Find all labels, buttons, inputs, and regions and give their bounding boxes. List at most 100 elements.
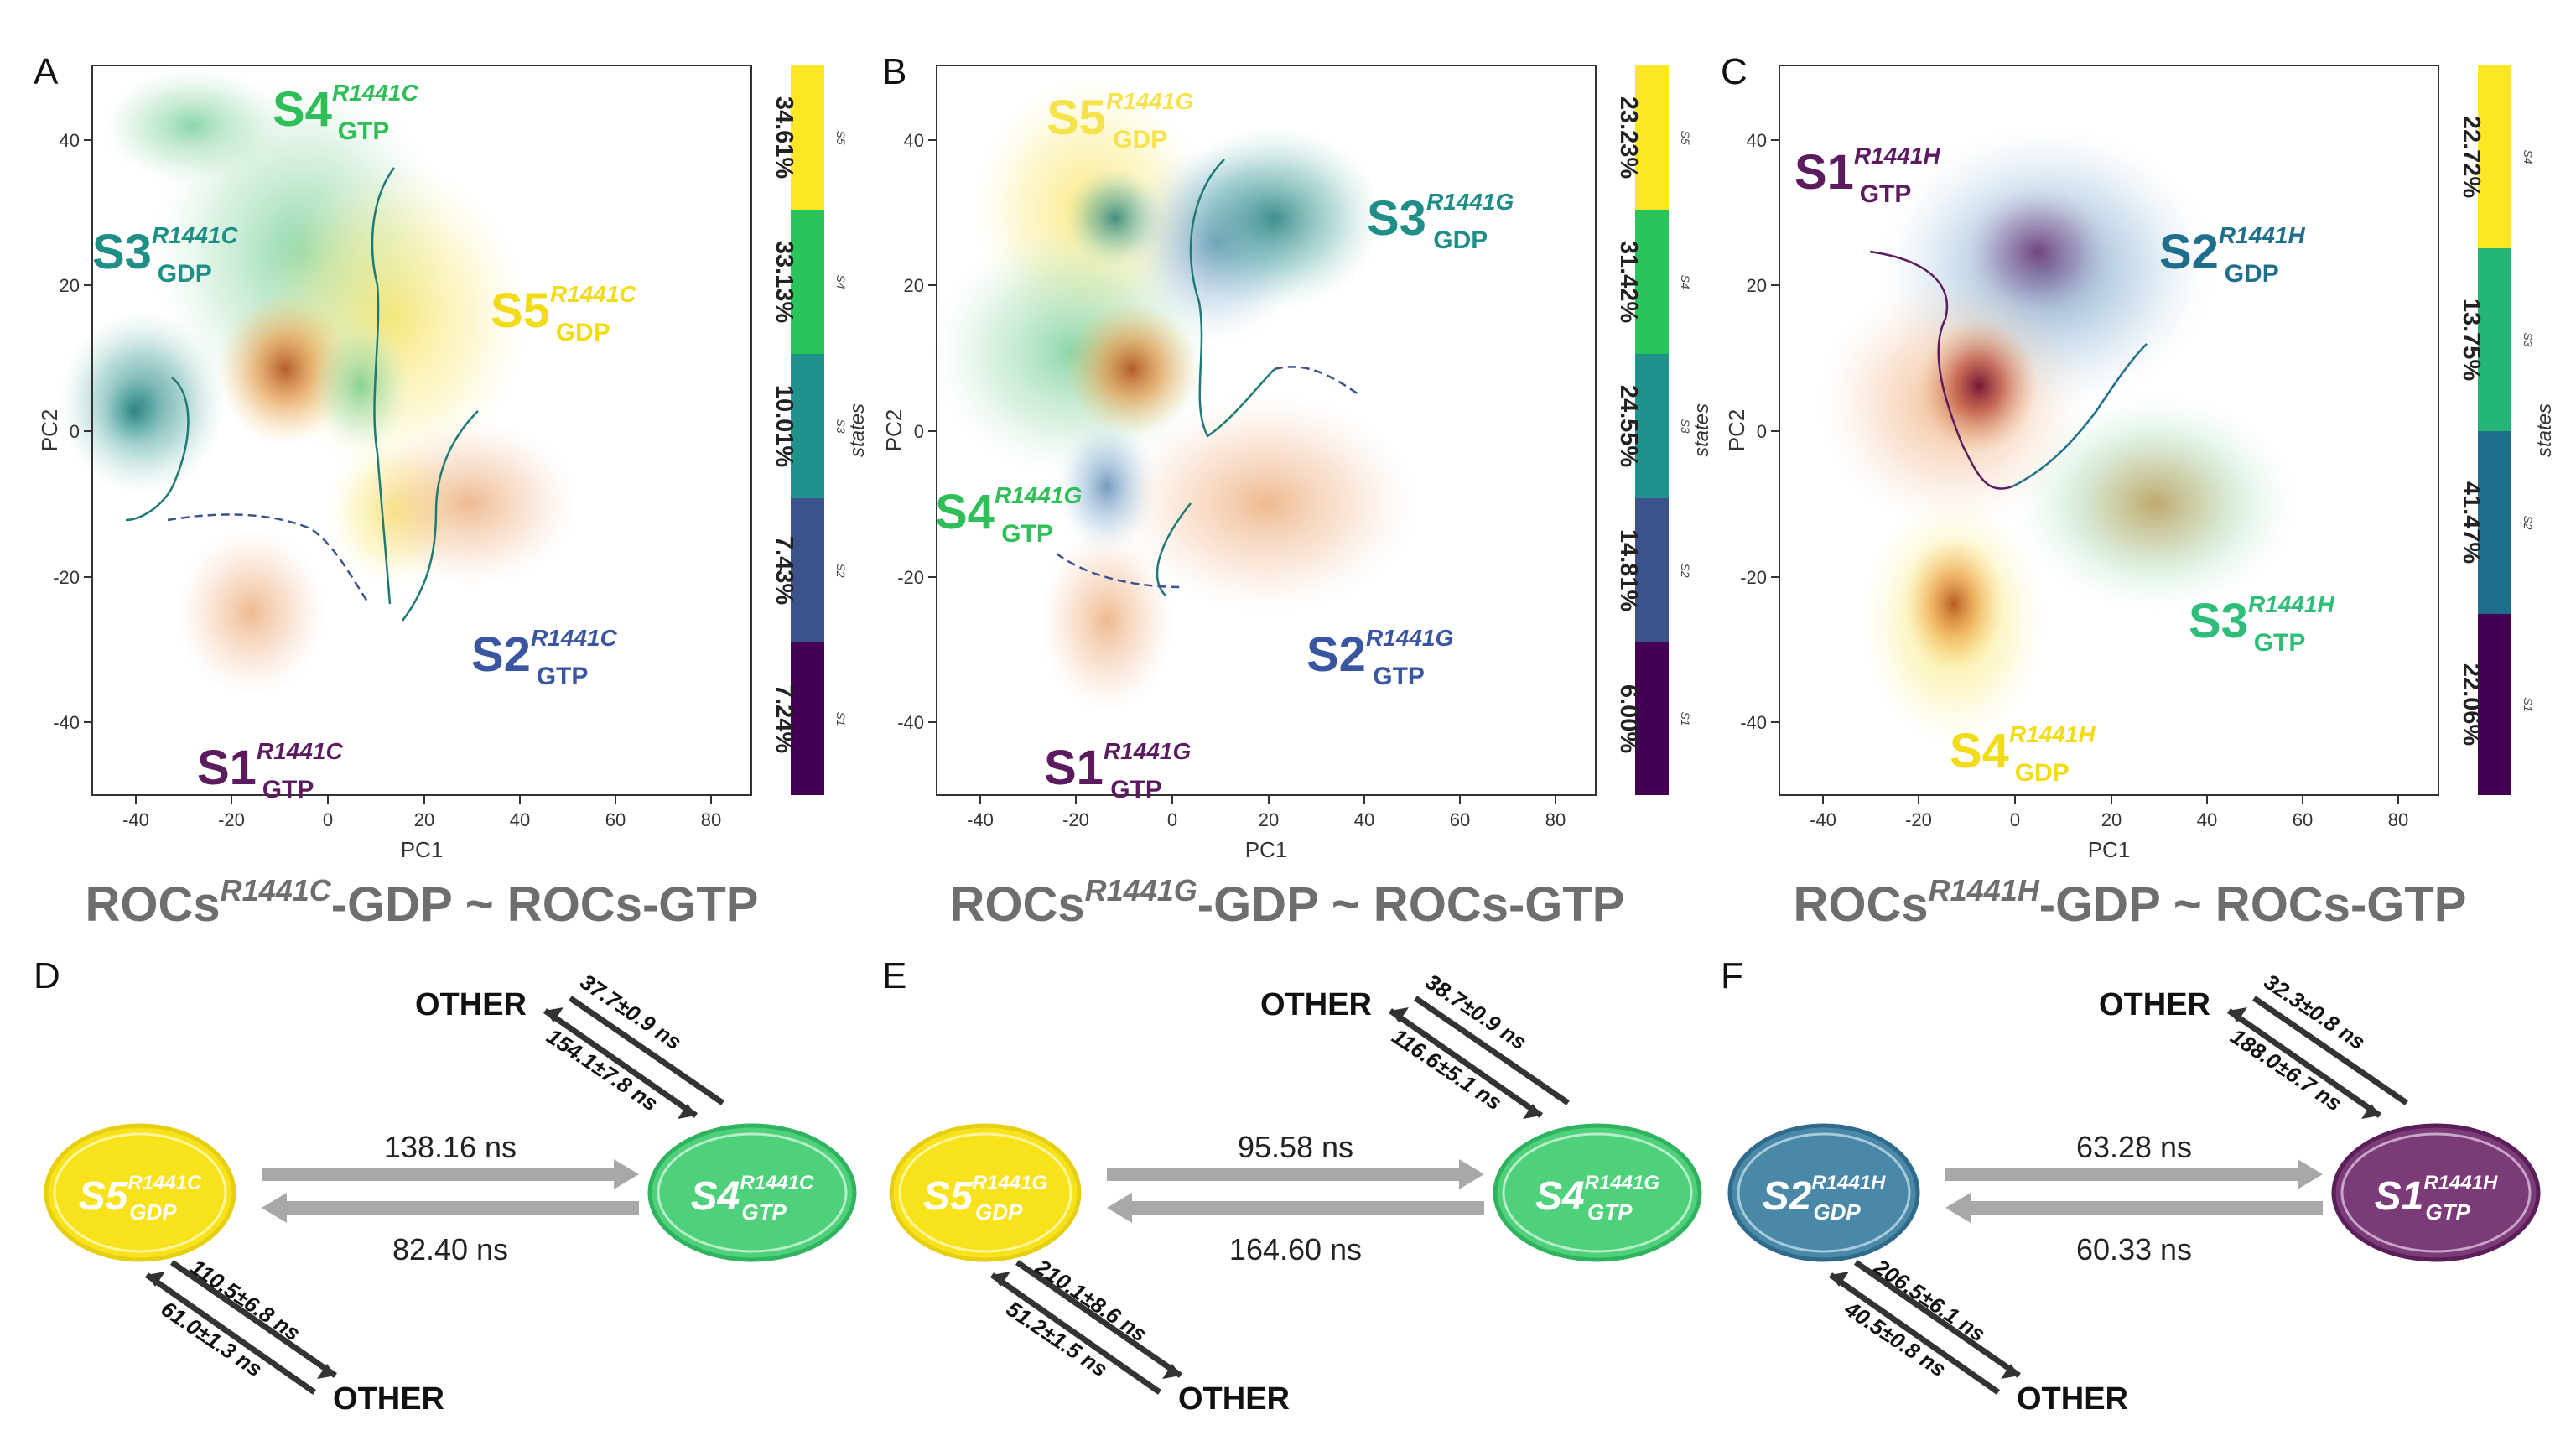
state-key: S3 [834, 419, 848, 433]
bar-segment [2478, 614, 2511, 795]
state-label-s1: S1R1441H GTP [1794, 143, 1940, 208]
state-labels: S4R1441C GTP S3R1441C GDP S5R1441C GDP S2R1… [92, 80, 636, 804]
state-color-bar: 22.72% 13.75% 41.47% 22.06% S4 S3 S2 S1 … [2458, 65, 2556, 795]
x-tick: 60 [1450, 809, 1470, 830]
y-tick: -20 [53, 567, 80, 588]
state-percentage: 31.42% [1615, 241, 1642, 324]
bar-segment [2478, 248, 2511, 431]
x-tick: 40 [2197, 809, 2217, 830]
x-tick: -40 [122, 809, 149, 830]
y-tick: 20 [1747, 275, 1767, 296]
state-percentage: 22.72% [2458, 116, 2485, 199]
plot-axes: -40 -20 0 20 40 60 80 40 20 0 -20 -40 PC… [881, 65, 1597, 862]
y-tick: -40 [1740, 712, 1767, 733]
state-percentage: 13.75% [2458, 299, 2485, 382]
state-key: S3 [2521, 332, 2535, 346]
x-tick: 40 [510, 809, 530, 830]
state-label-s5: S5R1441G GDP [1046, 88, 1193, 153]
panel-letter: E [882, 955, 906, 996]
transition-arrows [1945, 1159, 2323, 1223]
state-key: S1 [2521, 697, 2535, 711]
state-labels: S1R1441H GTP S2R1441H GDP S3R1441H GTP S4R1… [1794, 143, 2334, 787]
y-tick: 20 [60, 275, 80, 296]
x-tick: 20 [414, 809, 434, 830]
y-tick: -20 [897, 567, 924, 588]
state-boundaries [1056, 159, 1359, 596]
panel-caption: ROCsR1441G-GDP ~ ROCs-GTP [950, 873, 1625, 932]
state-key: S2 [834, 563, 848, 577]
x-tick: 20 [1259, 809, 1279, 830]
y-tick: 0 [1757, 421, 1767, 442]
state-node-label: S4R1441G GTP [1535, 1172, 1659, 1225]
state-node-label: S2R1441H GDP [1763, 1172, 1886, 1225]
state-key: S5 [1679, 130, 1692, 144]
bar-segment [791, 642, 824, 795]
state-percentage: 22.06% [2458, 663, 2485, 746]
bar-segment [791, 354, 824, 498]
state-label-s2: S2R1441H GDP [2159, 222, 2305, 288]
plot-axes: -40 -20 0 20 40 60 80 40 20 0 -20 -40 PC… [1724, 65, 2439, 862]
y-tick: 40 [1747, 130, 1767, 151]
state-percentage: 23.23% [1615, 96, 1642, 179]
plot-axes: -40 -20 0 20 40 60 80 40 20 0 -20 -40 PC… [37, 65, 752, 862]
panel-b: B [881, 51, 1713, 932]
state-node-label: S1R1441H GTP [2375, 1172, 2498, 1225]
state-percentage: 24.55% [1615, 385, 1642, 468]
state-node-right [2331, 1123, 2541, 1262]
state-node-left [44, 1123, 236, 1262]
y-tick: -40 [53, 712, 80, 733]
transition-arrows [1107, 1159, 1484, 1223]
bar-segment [791, 498, 824, 642]
state-node-left [889, 1123, 1082, 1262]
x-tick: -40 [1810, 809, 1836, 830]
other-state-top: OTHER [1260, 987, 1372, 1022]
state-percentage: 33.13% [771, 241, 797, 324]
panel-letter: D [34, 955, 60, 996]
x-tick: 0 [1167, 809, 1177, 830]
y-tick: -40 [897, 712, 924, 733]
other-state-bottom: OTHER [333, 1381, 444, 1417]
other-state-top: OTHER [415, 987, 527, 1022]
bar-segment [1635, 210, 1669, 354]
x-tick: 80 [2388, 809, 2408, 830]
other-state-top: OTHER [2099, 987, 2210, 1022]
y-tick: 40 [60, 130, 80, 151]
x-tick: 0 [323, 809, 333, 830]
x-axis-label: PC1 [1245, 837, 1288, 862]
exchange-arrows-bottom [144, 1260, 337, 1395]
x-tick: 60 [2293, 809, 2313, 830]
x-tick: 40 [1354, 809, 1374, 830]
state-label-s2: S2R1441C GTP [471, 625, 617, 690]
bar-segment [2478, 65, 2511, 248]
state-boundaries [125, 167, 479, 622]
exchange-arrows-top [2227, 996, 2408, 1118]
rate-from-node: 188.0±6.7 ns [2226, 1023, 2347, 1116]
x-tick: 0 [2010, 809, 2020, 830]
state-key: S4 [834, 274, 848, 289]
panel-caption: ROCsR1441H-GDP ~ ROCs-GTP [1794, 873, 2467, 932]
state-percentage: 7.24% [771, 684, 797, 753]
exchange-arrows-top [1389, 996, 1570, 1118]
state-key: S1 [834, 711, 848, 726]
x-axis-label: PC1 [2088, 837, 2131, 862]
state-key: S2 [1679, 563, 1692, 577]
kinetic-scheme-d: D S5R1441C GDP S4R1441C GTP 138.16 ns 82.4… [34, 955, 857, 1417]
panel-caption: ROCsR1441C-GDP ~ ROCs-GTP [86, 873, 759, 932]
state-key: S4 [1679, 274, 1692, 289]
panel-c: C [1721, 51, 2556, 932]
state-label-s3: S3R1441H GTP [2189, 591, 2334, 657]
x-tick: -40 [967, 809, 994, 830]
state-label-s3: S3R1441C GDP [92, 222, 238, 288]
x-tick: 20 [2101, 809, 2122, 830]
other-state-bottom: OTHER [1178, 1381, 1290, 1417]
state-color-bar: 34.61% 33.13% 10.01% 7.43% 7.24% S5 S4 S… [771, 65, 869, 795]
kinetic-scheme-f: F S2R1441H GDP S1R1441H GTP 63.28 ns 60.33… [1721, 955, 2541, 1417]
x-tick: -20 [1062, 809, 1089, 830]
state-key: S5 [834, 130, 848, 144]
state-node-label: S5R1441C GDP [79, 1172, 202, 1225]
state-percentage: 14.81% [1615, 529, 1642, 612]
x-axis-label: PC1 [401, 837, 444, 862]
forward-rate: 95.58 ns [1238, 1130, 1353, 1164]
x-tick: 60 [605, 809, 626, 830]
y-tick: -20 [1740, 567, 1767, 588]
